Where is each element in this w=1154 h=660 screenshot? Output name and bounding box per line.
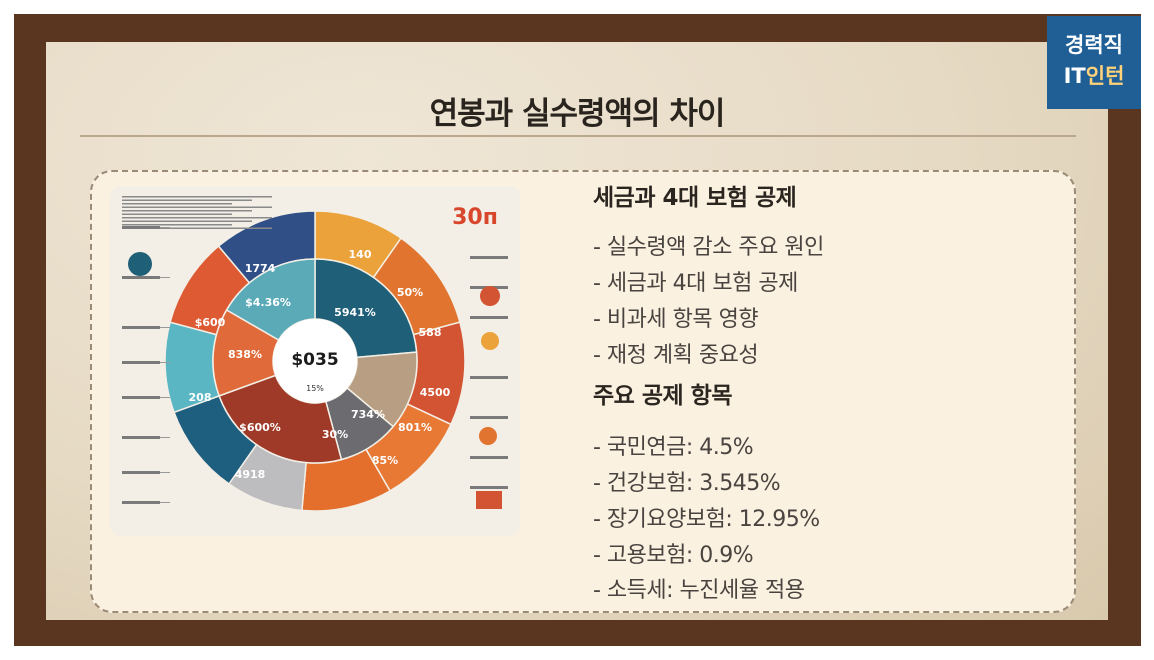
margin-caption — [122, 471, 160, 474]
fine-print-line — [122, 210, 252, 212]
section-heading-main-items: 주요 공제 항목 — [593, 383, 732, 409]
bullet-item: - 건강보험: 3.545% — [593, 471, 781, 496]
badge-line-2: IT인턴 — [1047, 61, 1141, 92]
section-heading-deductions: 세금과 4대 보험 공제 — [593, 185, 797, 211]
slide-title: 연봉과 실수령액의 차이 — [429, 96, 726, 132]
bullet-item: - 비과세 항목 영향 — [593, 307, 759, 332]
margin-caption — [470, 256, 508, 259]
fine-print-line — [122, 220, 252, 222]
segment-label: $600% — [239, 421, 281, 434]
bullet-item: - 고용보험: 0.9% — [593, 543, 754, 568]
headline-number: 30п — [452, 205, 498, 230]
margin-caption — [122, 436, 160, 439]
badge-icon — [128, 252, 152, 276]
margin-caption — [470, 456, 508, 459]
margin-caption — [122, 276, 160, 279]
badge-intern: 인턴 — [1085, 64, 1125, 88]
fine-print-line — [122, 203, 232, 205]
fine-print-line — [122, 217, 272, 219]
segment-label: 85% — [372, 454, 398, 467]
bullet-item: - 국민연금: 4.5% — [593, 435, 754, 460]
fine-print-line — [122, 224, 232, 226]
fine-print-line — [122, 213, 232, 215]
segment-label: 15% — [306, 384, 324, 393]
margin-caption — [470, 486, 508, 489]
tag-icon — [479, 427, 497, 445]
segment-label: 734% — [351, 408, 385, 421]
margin-caption — [122, 361, 160, 364]
fine-print-line — [122, 196, 272, 198]
segment-label: $600 — [195, 316, 226, 329]
bullet-item: - 재정 계획 중요성 — [593, 343, 759, 368]
donut-infographic: $035 15% $4.36% 5941% 838% $600% 734%30% 1774 14… — [122, 196, 508, 512]
margin-caption — [122, 326, 160, 329]
segment-label: 4918 — [235, 468, 266, 481]
segment-label: 5941% — [334, 306, 376, 319]
bullet-item: - 실수령액 감소 주요 원인 — [593, 235, 824, 260]
coin-icon — [481, 332, 499, 350]
segment-label: 50% — [397, 286, 423, 299]
segment-label: 1774 — [245, 262, 276, 275]
segment-label: 4500 — [420, 386, 451, 399]
segment-label: 140 — [349, 248, 372, 261]
box-icon — [476, 491, 502, 509]
infographic-image: $035 15% $4.36% 5941% 838% $600% 734% 30% 1774 14… — [110, 186, 520, 536]
margin-caption — [122, 396, 160, 399]
pie-icon — [480, 286, 500, 306]
badge-it: IT — [1063, 64, 1086, 88]
margin-caption — [470, 416, 508, 419]
title-divider — [80, 135, 1076, 137]
brand-badge: 경력직 IT인턴 — [1047, 16, 1141, 109]
bullet-item: - 장기요양보험: 12.95% — [593, 507, 820, 532]
segment-label: $035 — [291, 350, 338, 370]
segment-label: 208 — [189, 391, 212, 404]
segment-label: 801% — [398, 421, 432, 434]
bullet-item: - 세금과 4대 보험 공제 — [593, 271, 798, 296]
margin-caption — [122, 226, 160, 229]
badge-line-1: 경력직 — [1065, 33, 1123, 57]
segment-label: 588 — [419, 326, 442, 339]
segment-label: 838% — [228, 348, 262, 361]
margin-caption — [122, 501, 160, 504]
fine-print-line — [122, 199, 252, 201]
segment-label: $4.36% — [245, 296, 291, 309]
margin-caption — [470, 316, 508, 319]
fine-print-line — [122, 227, 272, 229]
bullet-item: - 소득세: 누진세율 적용 — [593, 578, 805, 603]
segment-label: 30% — [322, 428, 348, 441]
margin-caption — [470, 376, 508, 379]
fine-print-line — [122, 206, 272, 208]
donut-center — [273, 319, 357, 403]
